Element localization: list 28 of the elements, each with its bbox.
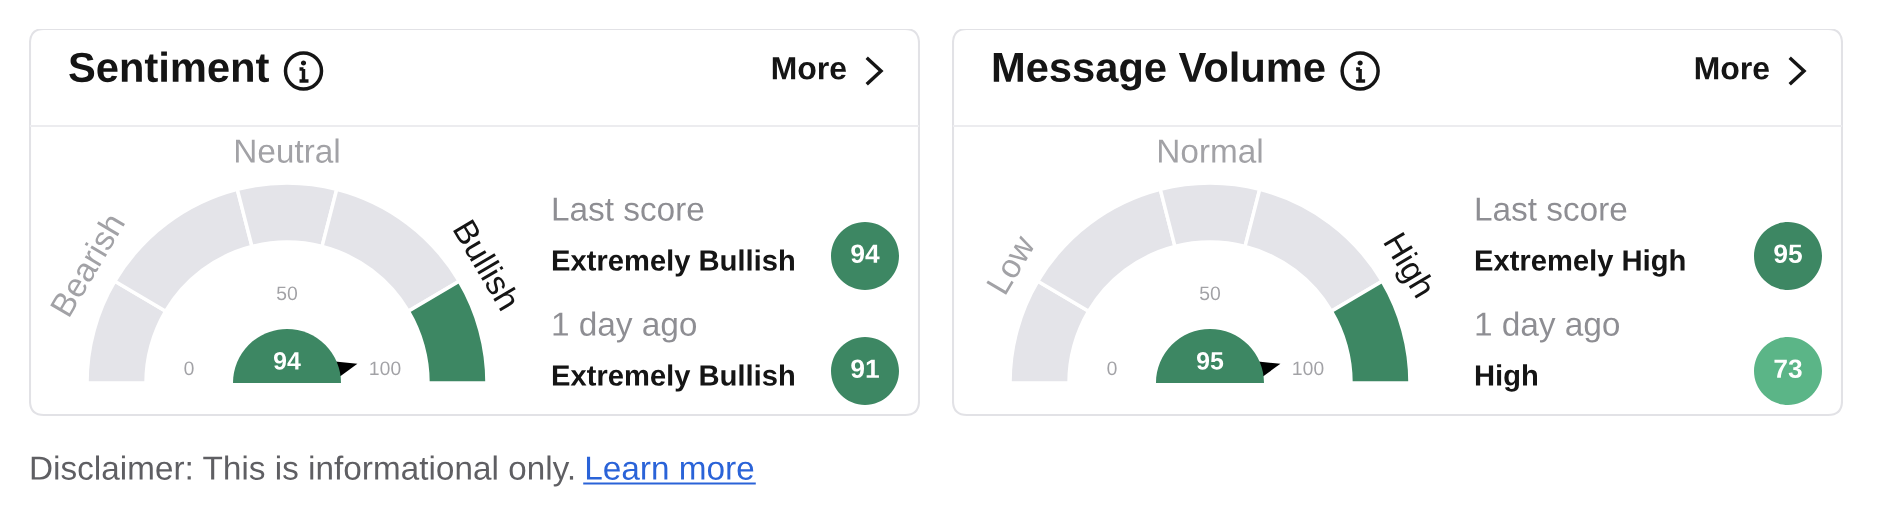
text: 100: [370, 361, 401, 376]
text: More: [772, 57, 846, 80]
data-label: 94: [851, 244, 880, 264]
chart-title: Message Volume: [993, 51, 1325, 91]
data-label: 91: [851, 359, 879, 379]
data-label: 94: [273, 352, 301, 370]
text: 50: [276, 286, 298, 301]
slice-label: Neutral: [236, 138, 339, 163]
text: 1 day ago: [553, 311, 697, 343]
text: 1 day ago: [1476, 311, 1620, 343]
text: 0: [184, 361, 194, 376]
text: Last score: [553, 197, 704, 221]
category-label: Extremely High: [1475, 249, 1685, 277]
category-label: Extremely Bullish: [552, 249, 794, 277]
data-label: 95: [1774, 244, 1802, 264]
text: More: [1695, 57, 1769, 80]
text: 50: [1199, 286, 1221, 301]
slice-label: Normal: [1159, 138, 1262, 163]
text: Disclaimer: This is informational only.: [31, 455, 574, 487]
chart-title: Sentiment: [69, 51, 269, 83]
text: Learn more: [586, 456, 754, 480]
category-label: High: [1475, 364, 1537, 392]
text: 0: [1107, 361, 1117, 376]
text: 100: [1293, 361, 1324, 376]
data-label: 73: [1774, 359, 1802, 379]
category-label: Extremely Bullish: [552, 364, 794, 392]
text: Last score: [1476, 197, 1627, 221]
data-label: 95: [1196, 352, 1224, 370]
